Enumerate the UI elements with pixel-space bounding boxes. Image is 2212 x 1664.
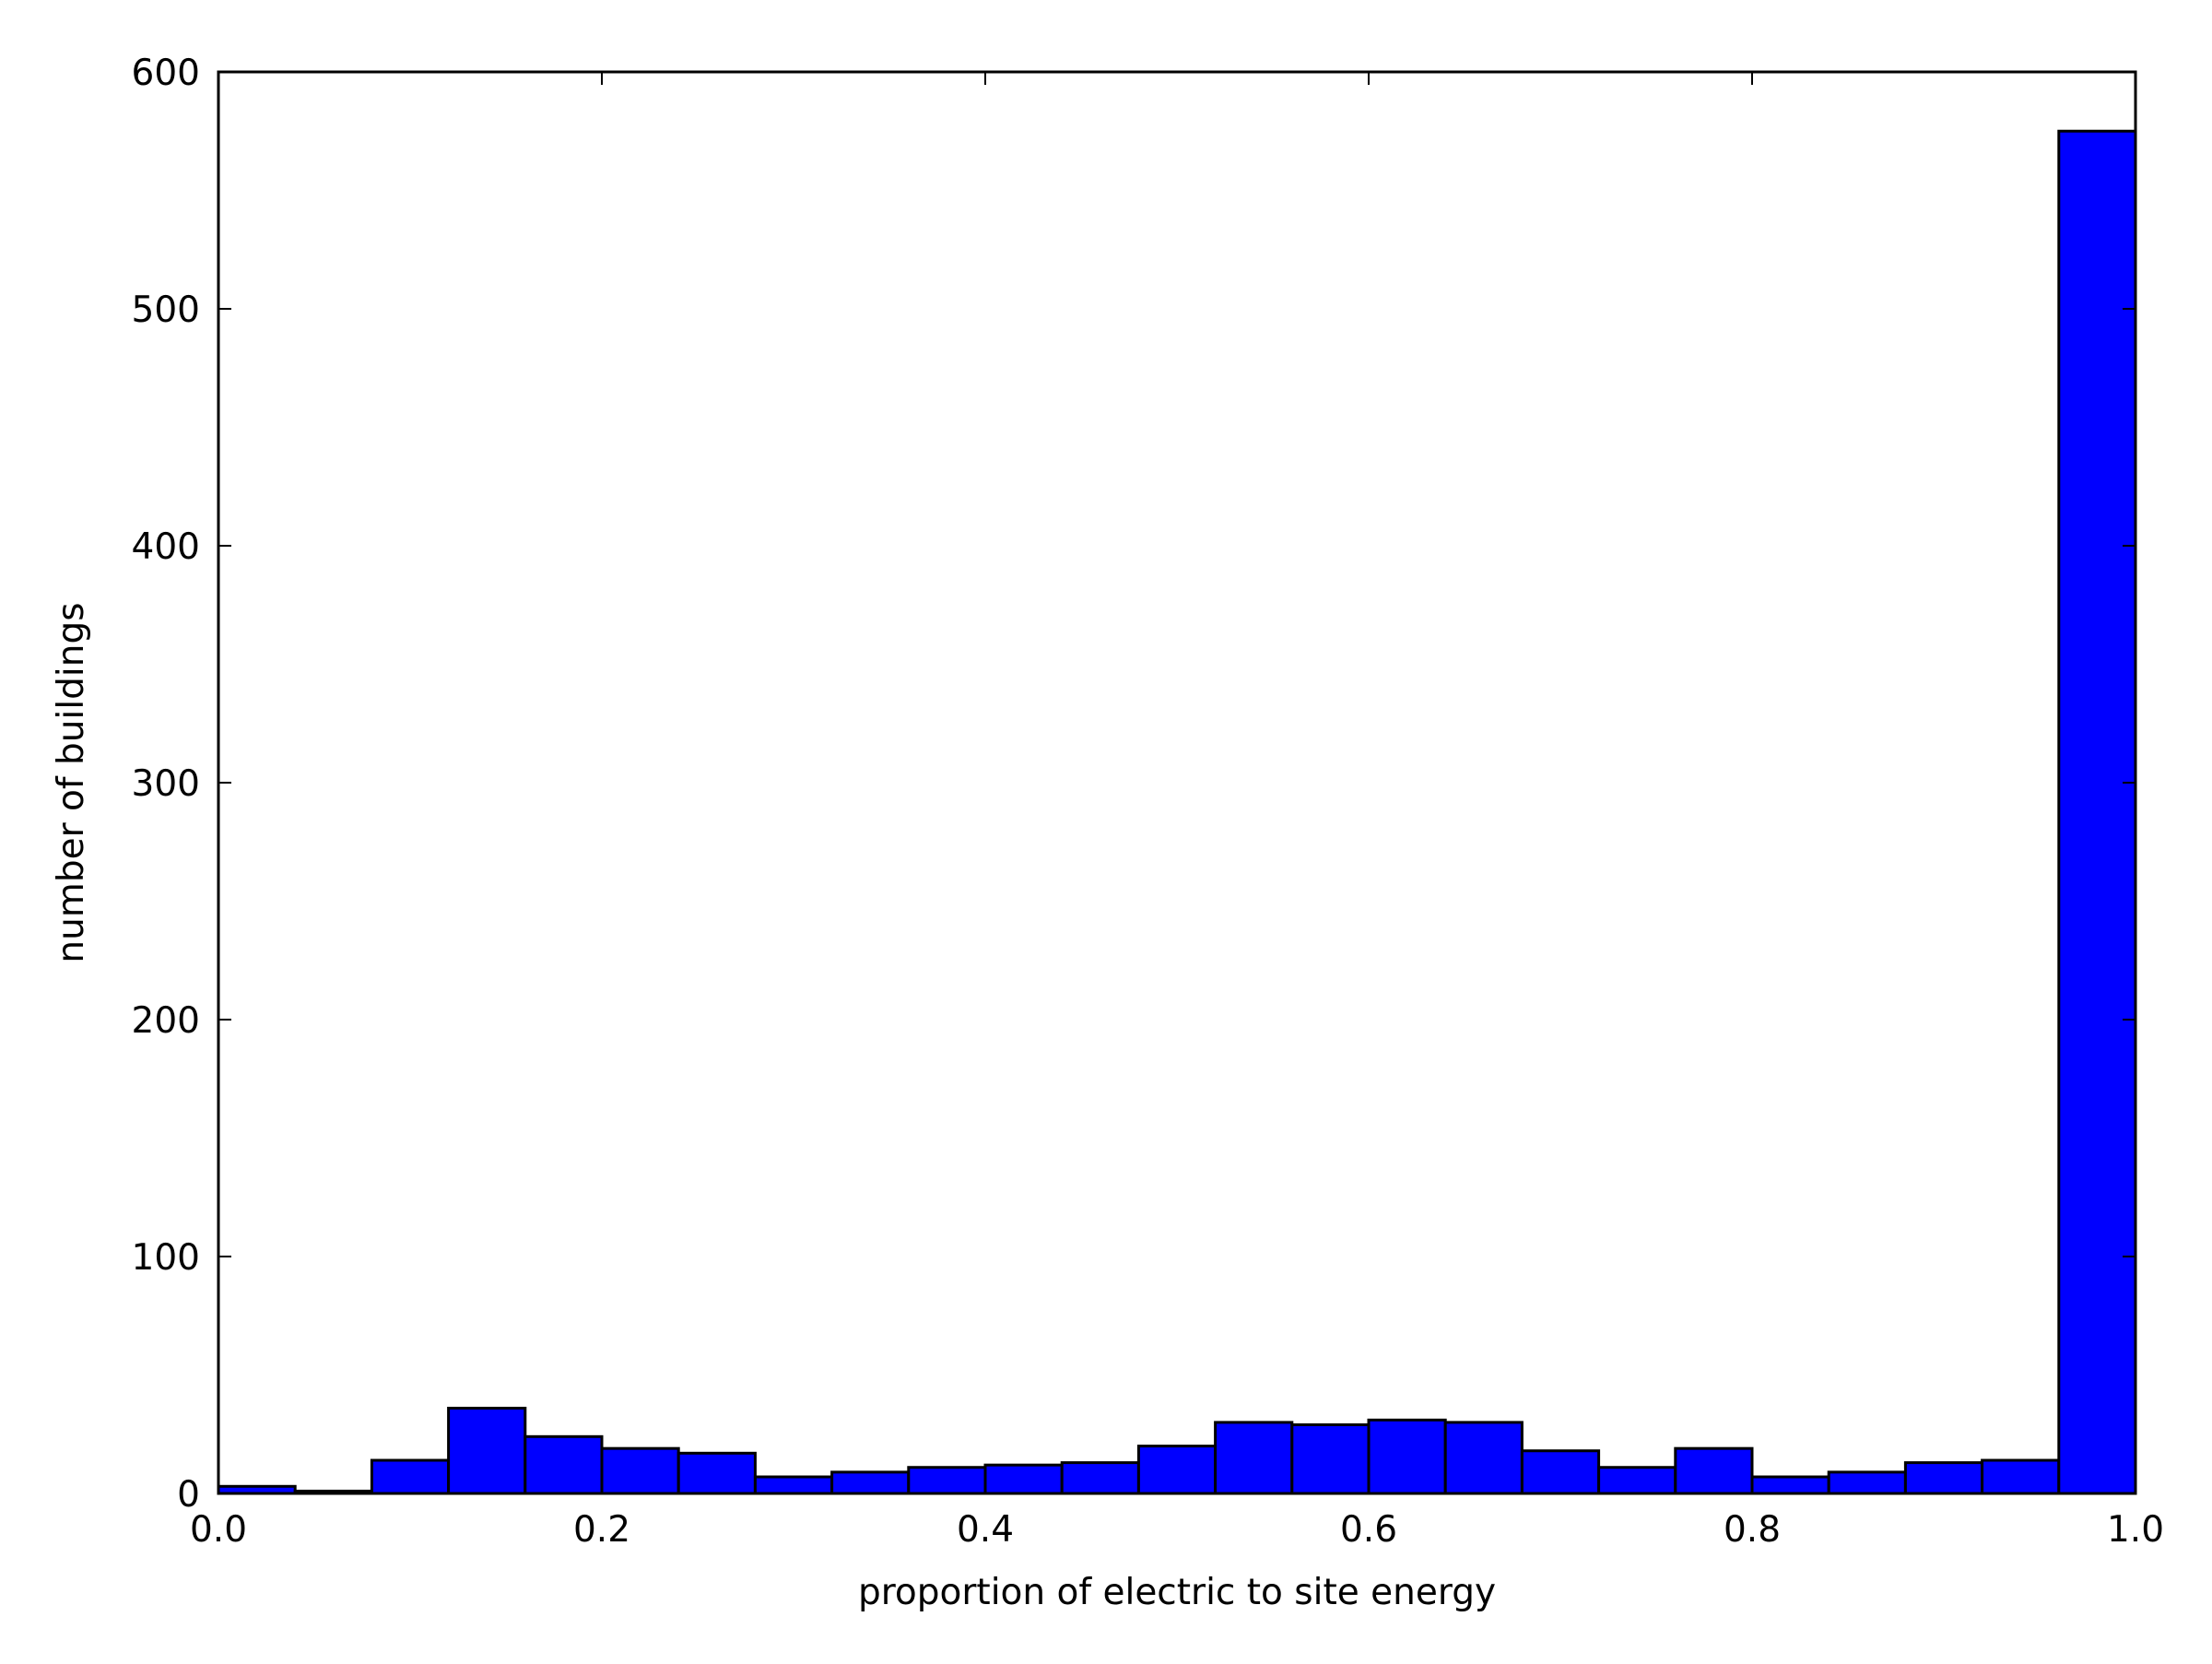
histogram-bar xyxy=(753,1475,834,1495)
histogram-bar xyxy=(1750,1475,1830,1495)
y-tick-label: 600 xyxy=(132,53,200,94)
y-tick-label: 500 xyxy=(132,289,200,331)
histogram-bar xyxy=(1060,1461,1140,1495)
histogram-bar xyxy=(907,1466,987,1495)
histogram-bar xyxy=(2057,129,2137,1495)
histogram-bar xyxy=(1597,1466,1677,1495)
x-tick-label: 0.4 xyxy=(957,1509,1014,1551)
histogram-bar xyxy=(1367,1418,1447,1495)
ticks-group xyxy=(218,71,2136,1494)
histogram-bar xyxy=(677,1451,757,1495)
y-tick-label: 200 xyxy=(132,1000,200,1042)
histogram-bar xyxy=(830,1470,911,1495)
x-tick-label: 0.0 xyxy=(190,1509,247,1551)
histogram-bar xyxy=(1136,1445,1218,1495)
x-tick-label: 0.6 xyxy=(1340,1509,1397,1551)
plot-frame xyxy=(217,70,2137,1495)
y-tick-label: 0 xyxy=(177,1474,200,1516)
histogram-bar xyxy=(447,1406,527,1495)
x-axis-label: proportion of electric to site energy xyxy=(858,1572,1496,1613)
histogram-bar xyxy=(983,1463,1064,1495)
histogram-bar xyxy=(1520,1449,1601,1495)
x-tick-label: 0.8 xyxy=(1724,1509,1781,1551)
histogram-bar xyxy=(1214,1421,1294,1495)
histogram-bar xyxy=(1290,1422,1371,1495)
histogram-bar xyxy=(1827,1470,1907,1495)
x-tick-label: 1.0 xyxy=(2107,1509,2164,1551)
x-tick-label: 0.2 xyxy=(573,1509,630,1551)
y-axis-label: number of buildings xyxy=(51,602,92,962)
y-tick-label: 400 xyxy=(132,526,200,568)
y-tick-label: 300 xyxy=(132,763,200,805)
bars-group xyxy=(217,129,2137,1495)
histogram-bar xyxy=(1674,1446,1754,1495)
tick-labels-group: 0.0 0.2 0.4 0.6 0.8 1.0 0 100 200 300 400 500 600 xyxy=(132,53,2164,1551)
histogram-bar xyxy=(370,1458,451,1495)
histogram-bar xyxy=(524,1434,604,1495)
histogram-bar xyxy=(1981,1458,2061,1495)
y-tick-label: 100 xyxy=(132,1237,200,1279)
histogram-bar xyxy=(600,1446,680,1495)
histogram-bar xyxy=(1443,1421,1524,1495)
histogram-bar xyxy=(1903,1461,1984,1495)
